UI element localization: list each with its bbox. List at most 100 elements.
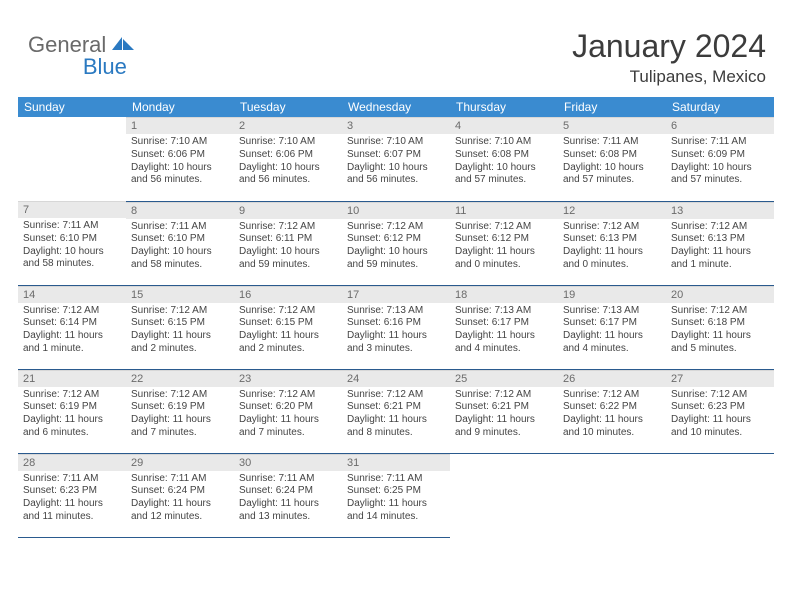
sunset-text: Sunset: 6:25 PM — [347, 485, 445, 498]
weekday-row: SundayMondayTuesdayWednesdayThursdayFrid… — [18, 97, 774, 117]
day-details: Sunrise: 7:11 AMSunset: 6:10 PMDaylight:… — [126, 219, 234, 276]
calendar-cell: 14Sunrise: 7:12 AMSunset: 6:14 PMDayligh… — [18, 285, 126, 369]
day-number: 8 — [126, 202, 234, 219]
day-details: Sunrise: 7:10 AMSunset: 6:08 PMDaylight:… — [450, 134, 558, 191]
calendar-cell: 29Sunrise: 7:11 AMSunset: 6:24 PMDayligh… — [126, 453, 234, 537]
calendar-week-row: 7Sunrise: 7:11 AMSunset: 6:10 PMDaylight… — [18, 201, 774, 285]
daylight-line1: Daylight: 11 hours — [563, 330, 661, 343]
calendar-cell: 4Sunrise: 7:10 AMSunset: 6:08 PMDaylight… — [450, 117, 558, 201]
location-label: Tulipanes, Mexico — [572, 67, 766, 87]
day-details: Sunrise: 7:12 AMSunset: 6:12 PMDaylight:… — [450, 219, 558, 276]
sunset-text: Sunset: 6:19 PM — [131, 401, 229, 414]
sunrise-text: Sunrise: 7:13 AM — [563, 305, 661, 318]
daylight-line2: and 56 minutes. — [131, 174, 229, 187]
header-row: General GeneBlue January 2024 Tulipanes,… — [18, 28, 774, 87]
sunset-text: Sunset: 6:17 PM — [455, 317, 553, 330]
calendar-week-row: 21Sunrise: 7:12 AMSunset: 6:19 PMDayligh… — [18, 369, 774, 453]
sunrise-text: Sunrise: 7:11 AM — [671, 136, 769, 149]
title-block: January 2024 Tulipanes, Mexico — [572, 28, 774, 87]
calendar-cell: 31Sunrise: 7:11 AMSunset: 6:25 PMDayligh… — [342, 453, 450, 537]
calendar-cell: 18Sunrise: 7:13 AMSunset: 6:17 PMDayligh… — [450, 285, 558, 369]
daylight-line1: Daylight: 11 hours — [671, 330, 769, 343]
weekday-header: Wednesday — [342, 97, 450, 117]
sunrise-text: Sunrise: 7:12 AM — [563, 389, 661, 402]
day-details: Sunrise: 7:12 AMSunset: 6:23 PMDaylight:… — [666, 387, 774, 444]
day-number: 10 — [342, 202, 450, 219]
sunrise-text: Sunrise: 7:11 AM — [347, 473, 445, 486]
day-details: Sunrise: 7:11 AMSunset: 6:25 PMDaylight:… — [342, 471, 450, 528]
calendar-cell: 21Sunrise: 7:12 AMSunset: 6:19 PMDayligh… — [18, 369, 126, 453]
calendar-cell — [18, 117, 126, 201]
sunset-text: Sunset: 6:10 PM — [23, 233, 121, 246]
daylight-line1: Daylight: 11 hours — [131, 498, 229, 511]
daylight-line1: Daylight: 11 hours — [455, 414, 553, 427]
daylight-line1: Daylight: 10 hours — [131, 162, 229, 175]
daylight-line2: and 14 minutes. — [347, 511, 445, 524]
daylight-line2: and 12 minutes. — [131, 511, 229, 524]
sunrise-text: Sunrise: 7:12 AM — [131, 389, 229, 402]
daylight-line1: Daylight: 11 hours — [455, 246, 553, 259]
sunset-text: Sunset: 6:21 PM — [347, 401, 445, 414]
day-number: 5 — [558, 117, 666, 134]
sunset-text: Sunset: 6:17 PM — [563, 317, 661, 330]
sunset-text: Sunset: 6:12 PM — [455, 233, 553, 246]
logo-word2: Blue — [83, 54, 127, 80]
day-details: Sunrise: 7:12 AMSunset: 6:14 PMDaylight:… — [18, 303, 126, 360]
calendar-body: 1Sunrise: 7:10 AMSunset: 6:06 PMDaylight… — [18, 117, 774, 537]
day-details: Sunrise: 7:12 AMSunset: 6:21 PMDaylight:… — [342, 387, 450, 444]
day-details: Sunrise: 7:12 AMSunset: 6:15 PMDaylight:… — [234, 303, 342, 360]
day-number: 24 — [342, 370, 450, 387]
calendar-cell: 2Sunrise: 7:10 AMSunset: 6:06 PMDaylight… — [234, 117, 342, 201]
day-number: 3 — [342, 117, 450, 134]
daylight-line2: and 7 minutes. — [239, 427, 337, 440]
sunrise-text: Sunrise: 7:12 AM — [455, 389, 553, 402]
sunrise-text: Sunrise: 7:13 AM — [455, 305, 553, 318]
daylight-line1: Daylight: 11 hours — [347, 414, 445, 427]
daylight-line2: and 5 minutes. — [671, 343, 769, 356]
daylight-line2: and 58 minutes. — [23, 258, 121, 271]
sunset-text: Sunset: 6:13 PM — [671, 233, 769, 246]
day-details: Sunrise: 7:11 AMSunset: 6:24 PMDaylight:… — [126, 471, 234, 528]
sunrise-text: Sunrise: 7:11 AM — [131, 221, 229, 234]
day-number: 1 — [126, 117, 234, 134]
sunset-text: Sunset: 6:08 PM — [455, 149, 553, 162]
day-details: Sunrise: 7:12 AMSunset: 6:19 PMDaylight:… — [18, 387, 126, 444]
calendar-week-row: 28Sunrise: 7:11 AMSunset: 6:23 PMDayligh… — [18, 453, 774, 537]
day-details: Sunrise: 7:10 AMSunset: 6:07 PMDaylight:… — [342, 134, 450, 191]
sunset-text: Sunset: 6:21 PM — [455, 401, 553, 414]
daylight-line2: and 0 minutes. — [563, 259, 661, 272]
daylight-line2: and 0 minutes. — [455, 259, 553, 272]
daylight-line1: Daylight: 11 hours — [23, 498, 121, 511]
sunset-text: Sunset: 6:23 PM — [671, 401, 769, 414]
daylight-line2: and 9 minutes. — [455, 427, 553, 440]
day-details: Sunrise: 7:10 AMSunset: 6:06 PMDaylight:… — [234, 134, 342, 191]
day-number: 11 — [450, 202, 558, 219]
day-details: Sunrise: 7:12 AMSunset: 6:21 PMDaylight:… — [450, 387, 558, 444]
calendar-cell: 28Sunrise: 7:11 AMSunset: 6:23 PMDayligh… — [18, 453, 126, 537]
sunset-text: Sunset: 6:10 PM — [131, 233, 229, 246]
daylight-line1: Daylight: 10 hours — [347, 162, 445, 175]
day-number: 15 — [126, 286, 234, 303]
calendar-cell — [450, 453, 558, 537]
weekday-header: Tuesday — [234, 97, 342, 117]
day-details: Sunrise: 7:12 AMSunset: 6:12 PMDaylight:… — [342, 219, 450, 276]
sunrise-text: Sunrise: 7:12 AM — [239, 221, 337, 234]
day-number: 27 — [666, 370, 774, 387]
daylight-line2: and 59 minutes. — [239, 259, 337, 272]
calendar-cell — [558, 453, 666, 537]
sunset-text: Sunset: 6:19 PM — [23, 401, 121, 414]
sunrise-text: Sunrise: 7:10 AM — [239, 136, 337, 149]
sunrise-text: Sunrise: 7:12 AM — [671, 305, 769, 318]
calendar-cell: 30Sunrise: 7:11 AMSunset: 6:24 PMDayligh… — [234, 453, 342, 537]
month-title: January 2024 — [572, 28, 766, 65]
sunset-text: Sunset: 6:12 PM — [347, 233, 445, 246]
calendar-cell: 3Sunrise: 7:10 AMSunset: 6:07 PMDaylight… — [342, 117, 450, 201]
day-details: Sunrise: 7:12 AMSunset: 6:22 PMDaylight:… — [558, 387, 666, 444]
calendar-week-row: 1Sunrise: 7:10 AMSunset: 6:06 PMDaylight… — [18, 117, 774, 201]
daylight-line2: and 3 minutes. — [347, 343, 445, 356]
sunset-text: Sunset: 6:23 PM — [23, 485, 121, 498]
calendar-page: General GeneBlue January 2024 Tulipanes,… — [0, 0, 792, 548]
logo: General GeneBlue — [28, 32, 134, 80]
calendar-cell: 7Sunrise: 7:11 AMSunset: 6:10 PMDaylight… — [18, 201, 126, 285]
daylight-line2: and 57 minutes. — [455, 174, 553, 187]
